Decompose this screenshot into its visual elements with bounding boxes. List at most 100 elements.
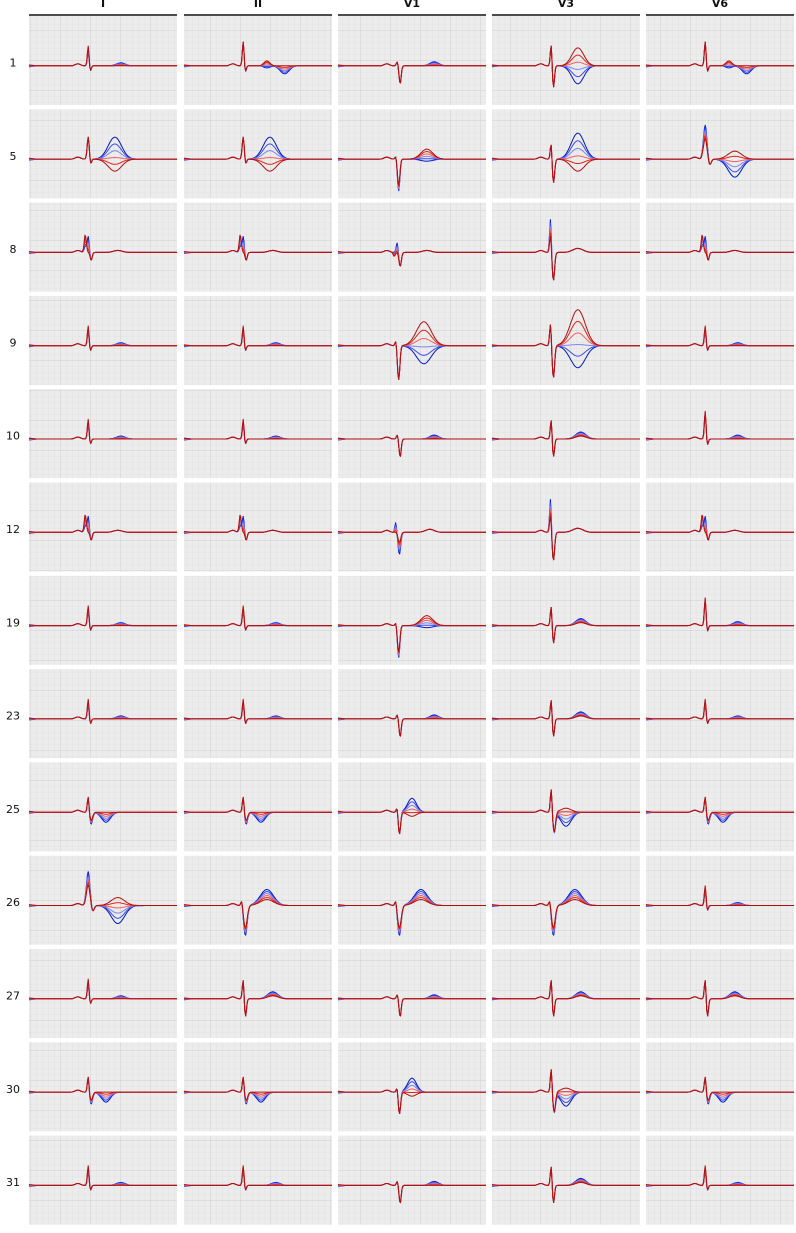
panel-19-v3 xyxy=(491,575,640,665)
ecg-trace-series-6 xyxy=(491,45,640,88)
ecg-trace-series-6 xyxy=(491,420,640,457)
ecg-trace-series-6 xyxy=(337,1181,486,1204)
ecg-trace-series-6 xyxy=(491,607,640,644)
column-header-i: I xyxy=(101,0,105,10)
panel-30-v1 xyxy=(337,1042,486,1132)
panel-19-ii xyxy=(183,575,332,665)
panel-9-v6 xyxy=(645,295,794,385)
panel-8-v1 xyxy=(337,202,486,292)
ecg-trace-series-6 xyxy=(183,514,332,541)
panel-grid xyxy=(646,482,794,572)
row-label: 5 xyxy=(10,150,17,163)
ecg-trace-series-6 xyxy=(28,418,177,444)
panel-30-ii xyxy=(183,1042,332,1132)
panel-grid xyxy=(492,295,640,385)
panel-grid xyxy=(29,575,177,665)
ecg-trace-series-6 xyxy=(337,321,486,380)
ecg-trace-series-6 xyxy=(645,796,794,821)
panel-26-i xyxy=(28,855,177,945)
ecg-trace-series-6 xyxy=(491,789,640,832)
panel-25-i xyxy=(28,762,177,852)
ecg-trace-series-6 xyxy=(28,514,177,541)
panel-9-v1 xyxy=(337,295,486,385)
panel-27-v1 xyxy=(337,949,486,1038)
panel-5-v1 xyxy=(337,109,486,199)
ecg-trace-series-6 xyxy=(491,899,640,928)
panel-grid xyxy=(184,1135,332,1225)
panel-grid xyxy=(184,202,332,292)
panel-19-v1 xyxy=(337,575,486,665)
panel-12-ii xyxy=(183,482,332,572)
ecg-trace-series-6 xyxy=(491,515,640,561)
ecg-trace-series-6 xyxy=(491,700,640,737)
panel-grid xyxy=(492,575,640,665)
ecg-trace-series-6 xyxy=(183,418,332,444)
panel-19-i xyxy=(28,575,177,665)
ecg-trace-series-6 xyxy=(337,148,486,186)
ecg-trace-series-6 xyxy=(645,514,794,541)
row-label: 30 xyxy=(6,1083,20,1096)
panel-grid xyxy=(338,482,486,572)
ecg-trace-series-6 xyxy=(28,1165,177,1191)
panel-12-i xyxy=(28,482,177,572)
panel-9-v3 xyxy=(491,295,640,385)
panel-grid xyxy=(184,16,332,105)
panel-26-v3 xyxy=(491,855,640,945)
panel-12-v6 xyxy=(645,482,794,572)
panel-grid xyxy=(184,295,332,385)
panel-grid xyxy=(646,1135,794,1225)
ecg-trace-series-6 xyxy=(337,61,486,84)
panel-grid xyxy=(492,482,640,572)
row-label: 23 xyxy=(6,710,20,723)
panel-5-ii xyxy=(183,109,332,199)
ecg-trace-series-6 xyxy=(28,605,177,631)
panel-1-v3 xyxy=(491,16,640,105)
panel-grid xyxy=(184,1042,332,1132)
panel-grid xyxy=(646,202,794,292)
panel-grid xyxy=(338,762,486,852)
row-label: 1 xyxy=(10,57,17,70)
panel-grid xyxy=(646,389,794,479)
row-label: 25 xyxy=(6,803,20,816)
ecg-trace-series-6 xyxy=(183,1076,332,1101)
ecg-trace-series-6 xyxy=(337,808,486,835)
panel-8-v3 xyxy=(491,202,640,292)
ecg-trace-series-6 xyxy=(337,615,486,652)
panel-10-v1 xyxy=(337,389,486,479)
panel-grid xyxy=(492,1042,640,1132)
panel-25-v1 xyxy=(337,762,486,852)
panel-8-v6 xyxy=(645,202,794,292)
row-label: 31 xyxy=(6,1176,20,1189)
panel-grid xyxy=(646,762,794,852)
column-headers: I II V1 V3 V6 xyxy=(29,0,794,16)
panel-grid xyxy=(492,202,640,292)
panel-30-v6 xyxy=(645,1042,794,1132)
ecg-trace-series-6 xyxy=(645,1076,794,1101)
ecg-trace-series-6 xyxy=(183,325,332,351)
panel-grid xyxy=(646,949,794,1038)
ecg-trace-series-6 xyxy=(491,980,640,1017)
panel-grid xyxy=(184,482,332,572)
panel-25-v3 xyxy=(491,762,640,852)
panel-9-ii xyxy=(183,295,332,385)
panel-grid xyxy=(184,949,332,1038)
ecg-trace-series-6 xyxy=(491,144,640,183)
ecg-trace-series-6 xyxy=(28,978,177,1004)
ecg-trace-series-6 xyxy=(645,1165,794,1191)
row-label: 10 xyxy=(6,430,20,443)
panel-25-v6 xyxy=(645,762,794,852)
panel-27-v3 xyxy=(491,949,640,1038)
row-label: 8 xyxy=(10,243,17,256)
panel-23-v6 xyxy=(645,669,794,759)
panel-5-v6 xyxy=(645,109,794,199)
panel-grid xyxy=(646,575,794,665)
ecg-trace-series-6 xyxy=(337,899,486,928)
panel-grid xyxy=(338,949,486,1038)
ecg-trace-series-6 xyxy=(183,698,332,724)
panel-31-v6 xyxy=(645,1135,794,1225)
ecg-trace-series-6 xyxy=(645,410,794,445)
column-header-v6: V6 xyxy=(712,0,729,10)
panel-19-v6 xyxy=(645,575,794,665)
panel-8-i xyxy=(28,202,177,292)
